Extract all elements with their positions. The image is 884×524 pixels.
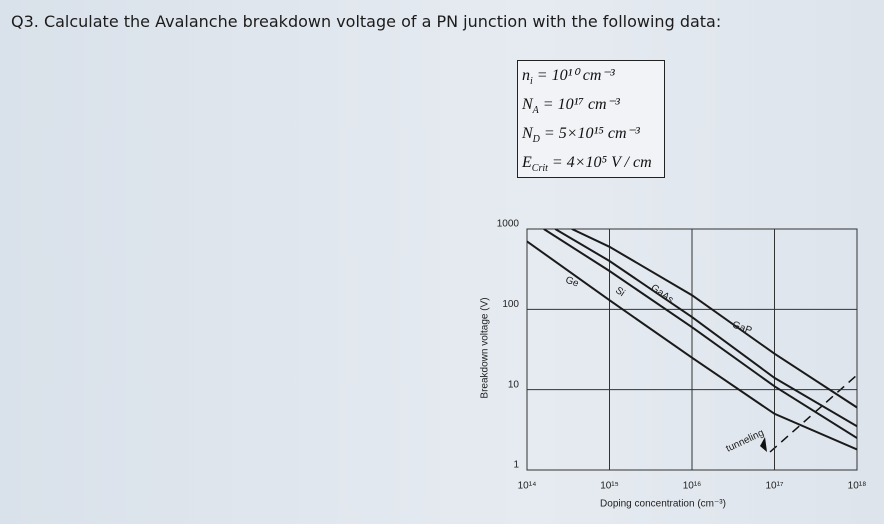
question-text: Q3. Calculate the Avalanche breakdown vo…	[11, 12, 722, 31]
curve	[543, 229, 857, 439]
value: = 4×10⁵ V / cm	[551, 154, 652, 171]
curve	[571, 229, 857, 409]
x-tick-label: 10¹⁵	[600, 481, 619, 492]
y-tick-label: 100	[502, 299, 519, 310]
curve-label: GaP	[731, 320, 754, 337]
y-tick-label: 10	[508, 379, 520, 390]
given-row: ni = 10¹⁰ cm⁻³	[522, 63, 664, 92]
curve	[554, 229, 857, 428]
curve-label: Si	[613, 285, 627, 299]
curve-label: GaAs	[649, 282, 676, 305]
value: = 5×10¹⁵ cm⁻³	[543, 125, 640, 142]
x-tick-label: 10¹⁶	[683, 481, 702, 492]
given-data-box: ni = 10¹⁰ cm⁻³ NA = 10¹⁷ cm⁻³ ND = 5×10¹⁵ …	[517, 60, 665, 178]
subscript: i	[530, 76, 533, 88]
symbol: E	[522, 154, 532, 171]
curve	[527, 240, 857, 451]
tunneling-arrow	[760, 437, 767, 452]
given-row: ND = 5×10¹⁵ cm⁻³	[522, 121, 664, 150]
symbol: N	[522, 96, 533, 113]
symbol: n	[522, 67, 530, 84]
symbol: N	[522, 125, 533, 142]
subscript: D	[532, 134, 540, 146]
x-tick-label: 10¹⁸	[848, 481, 867, 492]
y-tick-label: 1000	[497, 219, 520, 230]
x-tick-label: 10¹⁷	[765, 481, 783, 492]
value: = 10¹⁷ cm⁻³	[542, 96, 620, 113]
x-tick-label: 10¹⁴	[518, 481, 537, 492]
y-tick-label: 1	[513, 460, 519, 471]
y-axis-label: Breakdown voltage (V)	[480, 297, 491, 398]
given-row: ECrit = 4×10⁵ V / cm	[522, 150, 664, 179]
curves	[527, 229, 857, 451]
subscript: A	[532, 105, 539, 117]
subscript: Crit	[531, 163, 548, 175]
x-axis-label: Doping concentration (cm⁻³)	[600, 499, 726, 510]
given-row: NA = 10¹⁷ cm⁻³	[522, 92, 664, 121]
annotation: tunneling	[724, 428, 765, 455]
value: = 10¹⁰ cm⁻³	[536, 67, 615, 84]
tunneling-line	[769, 374, 858, 453]
curve-label: Ge	[564, 275, 581, 290]
